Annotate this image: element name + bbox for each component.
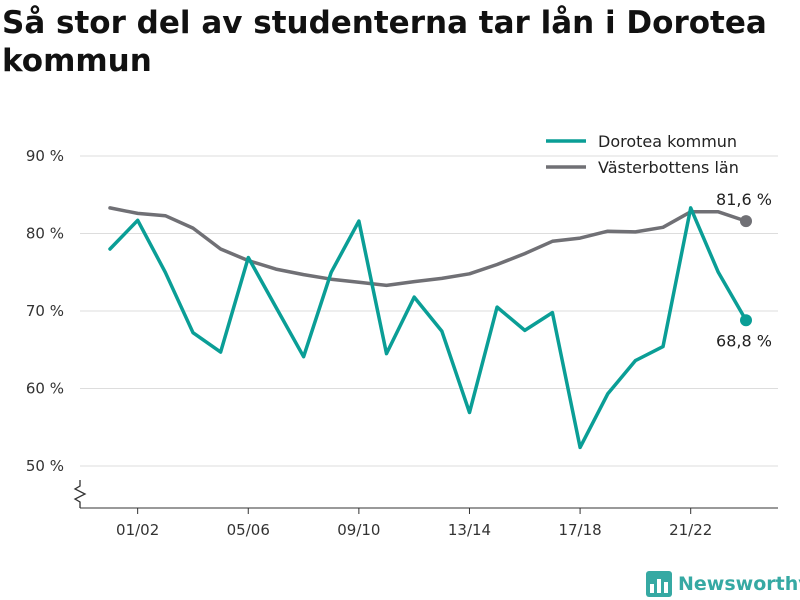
newsworthy-brand: Newsworthy: [646, 570, 800, 598]
axis-break-icon: [73, 480, 87, 508]
end-label-dorotea: 68,8 %: [716, 331, 772, 350]
bar-chart-logo-icon: [646, 571, 672, 597]
series-line-vasterbotten: [108, 206, 748, 288]
legend-label-vasterbotten: Västerbottens län: [598, 158, 739, 177]
x-tick-label-01-02: 01/02: [116, 521, 159, 539]
end-point-dorotea: [740, 314, 752, 327]
series-lines: 81,6 % 68,8 %: [108, 190, 772, 450]
chart-title: Så stor del av studenterna tar lån i Dor…: [2, 5, 767, 79]
grid-lines: [80, 155, 778, 467]
y-tick-label-60: 60 %: [26, 380, 64, 398]
x-tick-label-21-22: 21/22: [669, 521, 712, 539]
brand-name: Newsworthy: [678, 573, 800, 595]
y-axis-tick-labels: 50 % 60 % 70 % 80 % 90 %: [26, 147, 64, 475]
series-line-dorotea: [108, 206, 748, 450]
x-tick-label-05-06: 05/06: [227, 521, 270, 539]
x-tick-label-17-18: 17/18: [558, 521, 601, 539]
end-label-vasterbotten: 81,6 %: [716, 190, 772, 209]
y-tick-label-90: 90 %: [26, 147, 64, 165]
legend-label-dorotea: Dorotea kommun: [598, 132, 737, 151]
x-tick-label-09-10: 09/10: [337, 521, 380, 539]
x-axis: 01/02 05/06 09/10 13/14 17/18 21/22: [73, 480, 778, 539]
end-point-vasterbotten: [740, 215, 752, 228]
y-tick-label-80: 80 %: [26, 225, 64, 243]
legend: Dorotea kommun Västerbottens län: [546, 132, 739, 177]
y-tick-label-50: 50 %: [26, 457, 64, 475]
y-tick-label-70: 70 %: [26, 302, 64, 320]
x-tick-label-13-14: 13/14: [448, 521, 491, 539]
